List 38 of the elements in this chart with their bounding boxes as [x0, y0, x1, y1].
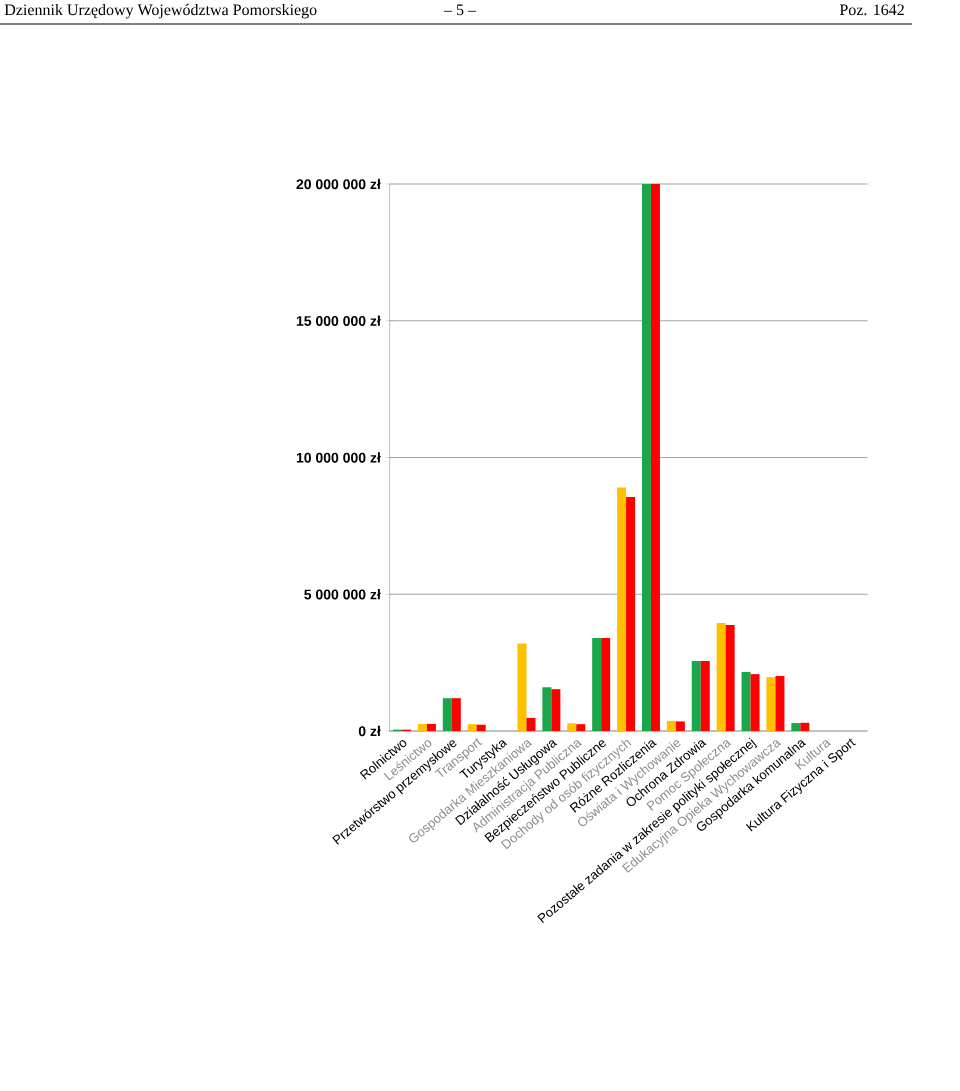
bar — [716, 622, 726, 732]
text: – 5 – — [443, 4, 477, 16]
bar — [526, 717, 536, 732]
bar — [467, 724, 477, 732]
y-tick-label: 15 000 000 zł — [296, 315, 381, 326]
bar — [476, 724, 486, 732]
bar — [700, 660, 710, 732]
y-tick-label: 5 000 000 zł — [304, 589, 381, 600]
bar — [417, 723, 427, 732]
bar — [675, 721, 685, 732]
text: Poz. 1642 — [839, 4, 904, 16]
bar — [626, 496, 636, 732]
bar — [791, 723, 801, 732]
y-tick-label: 10 000 000 zł — [296, 452, 381, 463]
bar — [617, 487, 627, 732]
bar — [451, 698, 461, 732]
bar — [551, 689, 561, 732]
bar — [800, 722, 810, 732]
bar — [517, 643, 527, 732]
bar — [576, 724, 586, 732]
bar — [766, 677, 776, 732]
y-tick-label: 0 zł — [358, 725, 381, 737]
bar — [691, 660, 701, 732]
bar — [567, 723, 577, 732]
bar — [601, 638, 611, 732]
bar — [542, 687, 552, 732]
bar — [650, 184, 660, 732]
bar — [426, 723, 436, 732]
bar — [725, 624, 735, 732]
text: Dziennik Urzędowy Województwa Pomorskiego — [4, 3, 317, 19]
bar — [741, 671, 751, 732]
bar — [641, 184, 651, 732]
y-tick-label: 20 000 000 zł — [296, 178, 381, 190]
bar — [750, 674, 760, 732]
bar — [442, 698, 452, 732]
bar — [666, 720, 676, 732]
bar — [592, 638, 602, 732]
bar — [775, 676, 785, 732]
